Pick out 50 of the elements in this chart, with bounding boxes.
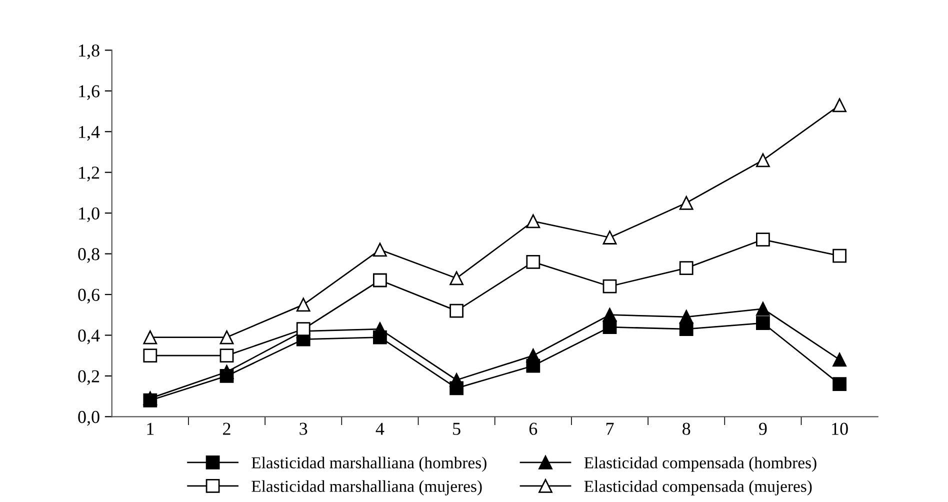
- x-tick-label: 6: [529, 422, 538, 435]
- y-tick-label: 1,0: [79, 207, 100, 222]
- point: [373, 242, 387, 257]
- point: [143, 330, 158, 344]
- point: [679, 261, 694, 275]
- x-tick-label: 4: [376, 422, 384, 435]
- point: [602, 308, 617, 322]
- x-tick-label: 10: [832, 422, 848, 435]
- y-tick-label: 0,2: [78, 370, 100, 385]
- point: [143, 348, 158, 363]
- point: [832, 377, 846, 392]
- y-tick-label: 1,8: [79, 44, 100, 60]
- y-tick-label: 0,6: [78, 288, 100, 304]
- point: [756, 302, 770, 316]
- y-tick-label: 0,4: [78, 329, 100, 344]
- y-tick-label: 1,4: [79, 126, 100, 141]
- point: [756, 232, 770, 246]
- point: [450, 271, 464, 286]
- point: [679, 310, 694, 324]
- legend-label: Elasticidad compensada (mujeres): [584, 480, 812, 496]
- point: [220, 348, 234, 363]
- point: [296, 298, 310, 312]
- point: [526, 254, 540, 269]
- point: [756, 153, 770, 168]
- y-tick-label: 0,8: [78, 248, 100, 263]
- x-tick-label: 3: [300, 422, 308, 435]
- x-tick-label: 2: [223, 422, 230, 435]
- point: [450, 304, 464, 318]
- point: [373, 273, 387, 288]
- point: [756, 316, 770, 330]
- x-tick-label: 8: [682, 422, 690, 435]
- legend-label: Elasticidad marshalliana (hombres): [252, 456, 486, 472]
- point: [220, 364, 234, 379]
- x-tick-label: 5: [453, 422, 460, 435]
- point: [832, 98, 846, 112]
- legend-label: Elasticidad compensada (hombres): [584, 456, 816, 472]
- point: [450, 373, 464, 387]
- x-tick-label: 9: [759, 422, 767, 435]
- y-tick-label: 0,0: [78, 410, 100, 426]
- point: [526, 348, 540, 363]
- point: [832, 352, 846, 367]
- point: [373, 322, 387, 336]
- legend-label: Elasticidad marshalliana (mujeres): [252, 480, 482, 496]
- point: [832, 248, 846, 263]
- point: [602, 279, 617, 294]
- x-tick-label: 1: [147, 422, 154, 435]
- point: [526, 214, 540, 228]
- y-tick-label: 1,2: [79, 166, 100, 182]
- x-tick-label: 7: [606, 422, 614, 435]
- y-tick-label: 1,6: [79, 85, 100, 100]
